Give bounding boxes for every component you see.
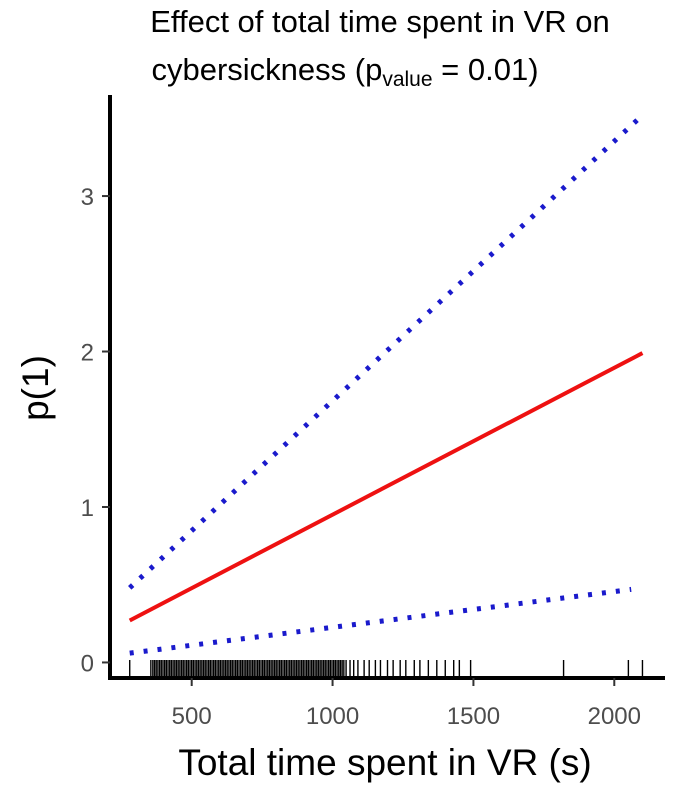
series-line-1 xyxy=(128,351,644,623)
chart-title-line2: cybersickness (pvalue = 0.01) xyxy=(151,52,538,91)
ticks: 500 1000 1500 2000 0 1 2 3 xyxy=(81,184,641,730)
y-axis-title: p(1) xyxy=(15,355,56,421)
x-tick-label: 500 xyxy=(172,703,212,730)
axes xyxy=(108,95,665,680)
y-tick-label: 2 xyxy=(81,340,94,367)
chart-title-line2-end: = 0.01) xyxy=(433,52,539,87)
y-tick-label: 3 xyxy=(81,184,94,211)
chart-title-line2-start: cybersickness (p xyxy=(151,52,382,87)
series-line-3 xyxy=(129,586,632,656)
rug xyxy=(129,660,644,677)
series-line-2 xyxy=(128,113,645,590)
plot-area xyxy=(128,113,645,656)
x-tick-label: 2000 xyxy=(588,703,641,730)
x-tick-label: 1000 xyxy=(306,703,359,730)
chart-title: Effect of total time spent in VR on xyxy=(150,4,610,39)
y-tick-label: 1 xyxy=(81,495,94,522)
chart-title-subscript: value xyxy=(382,68,432,91)
y-tick-label: 0 xyxy=(81,650,94,677)
x-tick-label: 1500 xyxy=(447,703,500,730)
x-axis-title: Total time spent in VR (s) xyxy=(178,742,591,783)
